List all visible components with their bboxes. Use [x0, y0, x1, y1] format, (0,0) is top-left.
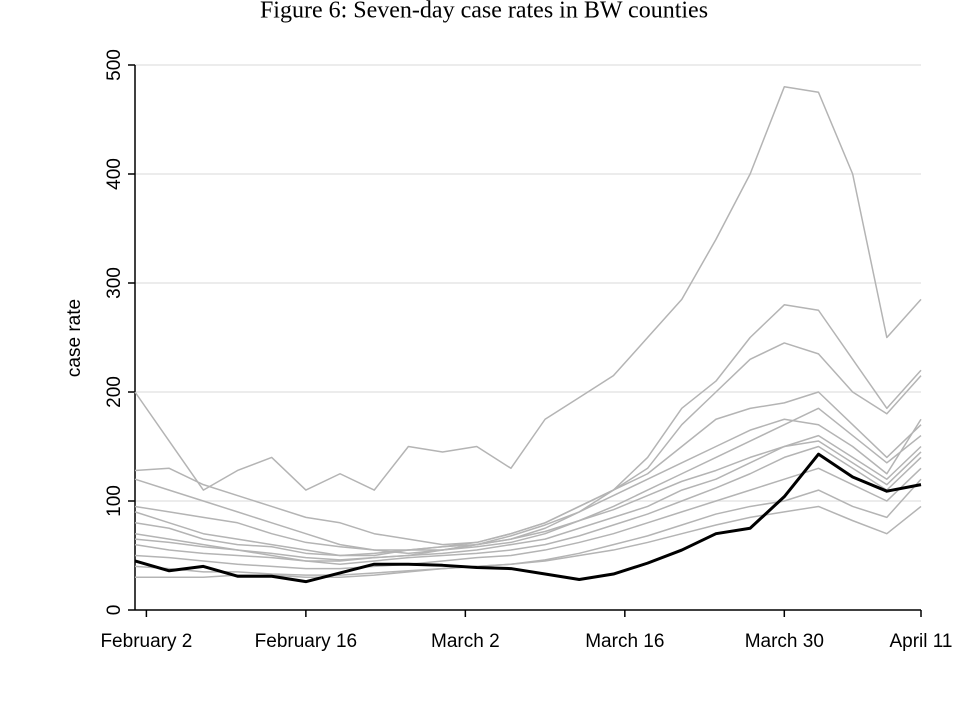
y-tick-label: 200: [104, 376, 125, 408]
series-line: [134, 418, 922, 561]
series-line: [134, 445, 922, 565]
x-tick-label: February 16: [255, 631, 357, 652]
series-line: [134, 467, 922, 570]
y-tick-label: 100: [104, 485, 125, 517]
chart-title: Figure 6: Seven-day case rates in BW cou…: [260, 0, 708, 24]
y-tick-label: 400: [104, 158, 125, 190]
series-line: [134, 304, 922, 557]
x-tick-label: February 2: [100, 631, 192, 652]
series-line: [134, 440, 922, 551]
series-line: [134, 434, 922, 562]
x-tick-label: March 30: [745, 631, 824, 652]
series-line: [134, 342, 922, 557]
x-tick-label: March 16: [585, 631, 664, 652]
series-line: [134, 391, 922, 546]
x-tick-label: March 2: [431, 631, 500, 652]
series-line: [134, 86, 922, 491]
x-tick-label: April 11: [889, 631, 952, 652]
series-line: [134, 452, 922, 584]
series-line: [134, 407, 922, 555]
y-tick-label: 300: [104, 267, 125, 299]
y-tick-label: 0: [104, 605, 125, 616]
y-tick-label: 500: [104, 49, 125, 81]
y-axis-label: case rate: [64, 299, 85, 377]
